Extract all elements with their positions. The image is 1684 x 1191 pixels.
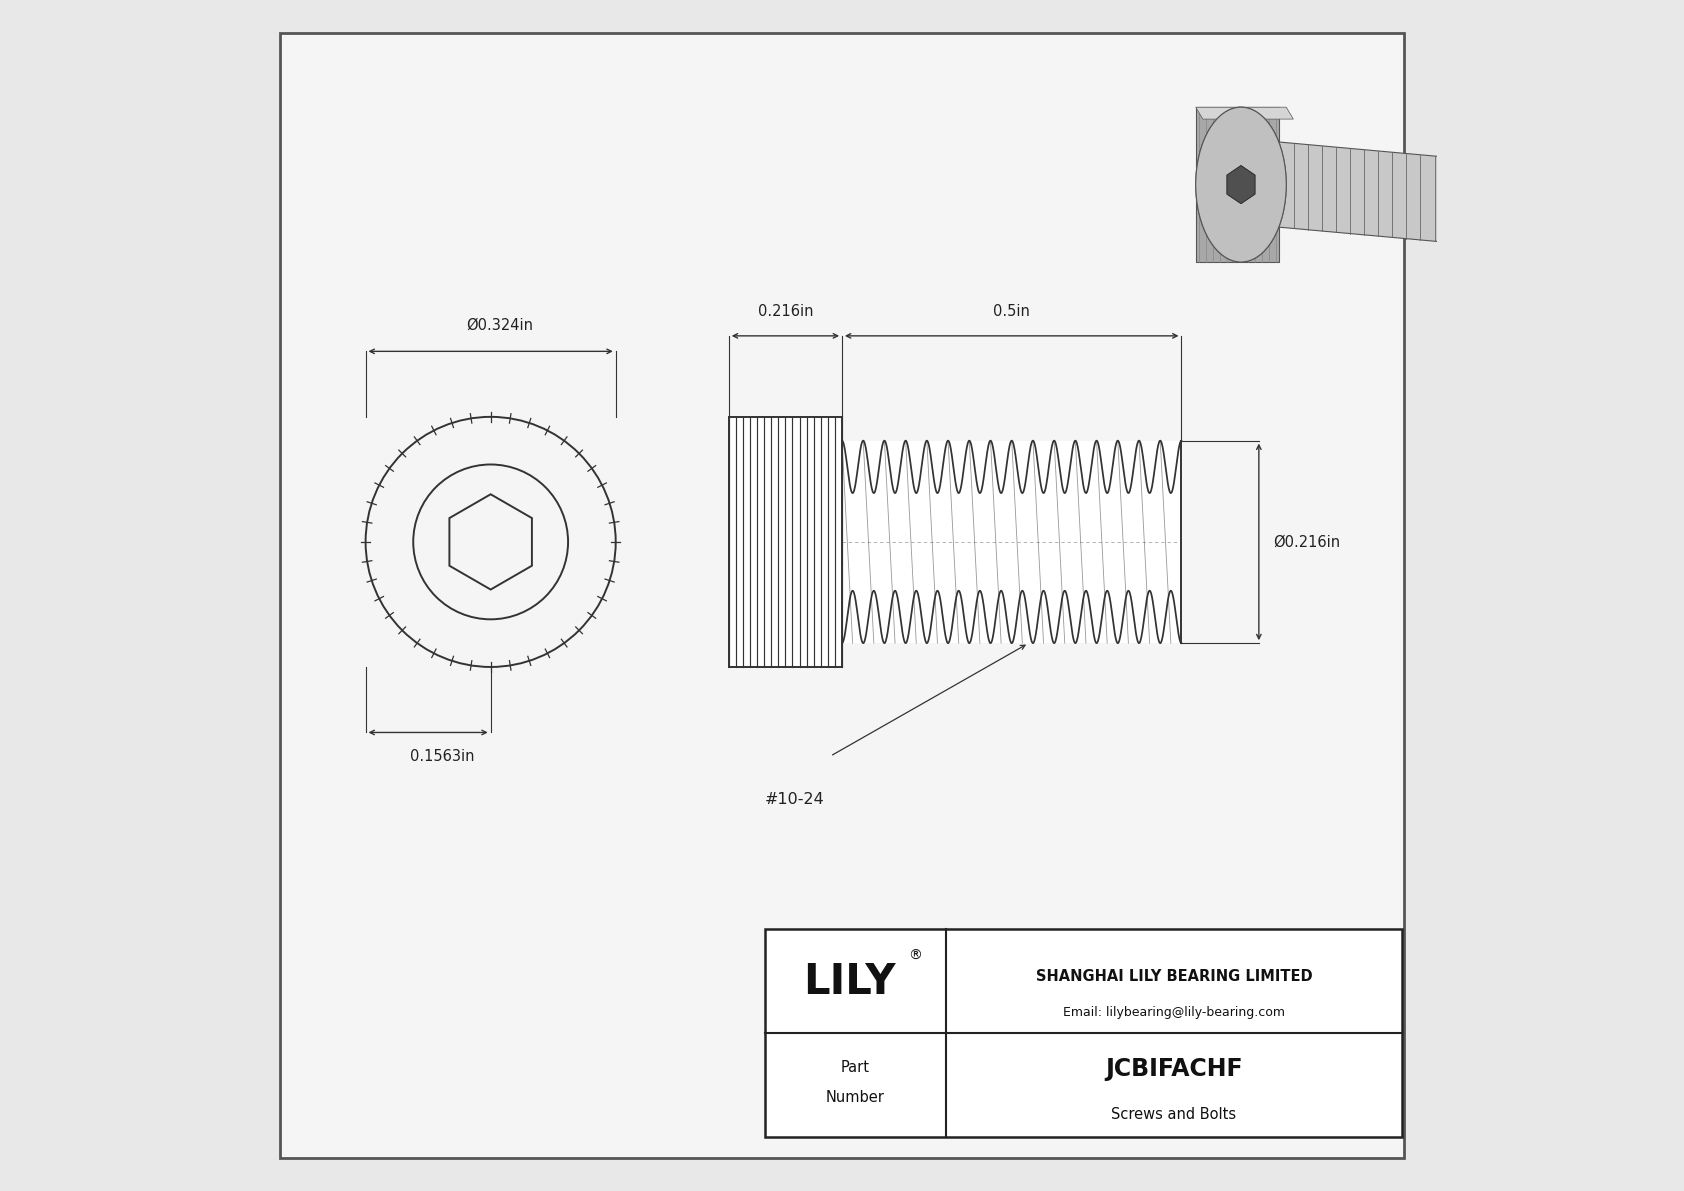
Bar <box>765 929 1401 1137</box>
Bar <box>842 441 1182 643</box>
Polygon shape <box>1228 166 1255 204</box>
Bar <box>729 417 842 667</box>
FancyBboxPatch shape <box>280 33 1404 1158</box>
Text: ®: ® <box>908 949 921 964</box>
Text: #10-24: #10-24 <box>765 792 825 807</box>
Text: Email: lilybearing@lily-bearing.com: Email: lilybearing@lily-bearing.com <box>1063 1006 1285 1018</box>
Text: 0.1563in: 0.1563in <box>411 749 475 765</box>
Polygon shape <box>1196 107 1293 119</box>
Text: LILY: LILY <box>803 961 896 1003</box>
Ellipse shape <box>1196 107 1287 262</box>
Text: Screws and Bolts: Screws and Bolts <box>1111 1106 1236 1122</box>
Text: Ø0.324in: Ø0.324in <box>466 317 534 332</box>
Text: Ø0.216in: Ø0.216in <box>1273 535 1340 549</box>
Text: Part: Part <box>840 1060 871 1075</box>
Text: SHANGHAI LILY BEARING LIMITED: SHANGHAI LILY BEARING LIMITED <box>1036 969 1312 985</box>
Polygon shape <box>1196 107 1280 262</box>
Text: 0.5in: 0.5in <box>994 304 1031 319</box>
Text: Number: Number <box>825 1090 884 1105</box>
Polygon shape <box>1280 142 1477 245</box>
Ellipse shape <box>1196 107 1287 262</box>
Text: 0.216in: 0.216in <box>758 304 813 319</box>
Text: JCBIFACHF: JCBIFACHF <box>1105 1056 1243 1080</box>
Polygon shape <box>1228 166 1255 204</box>
